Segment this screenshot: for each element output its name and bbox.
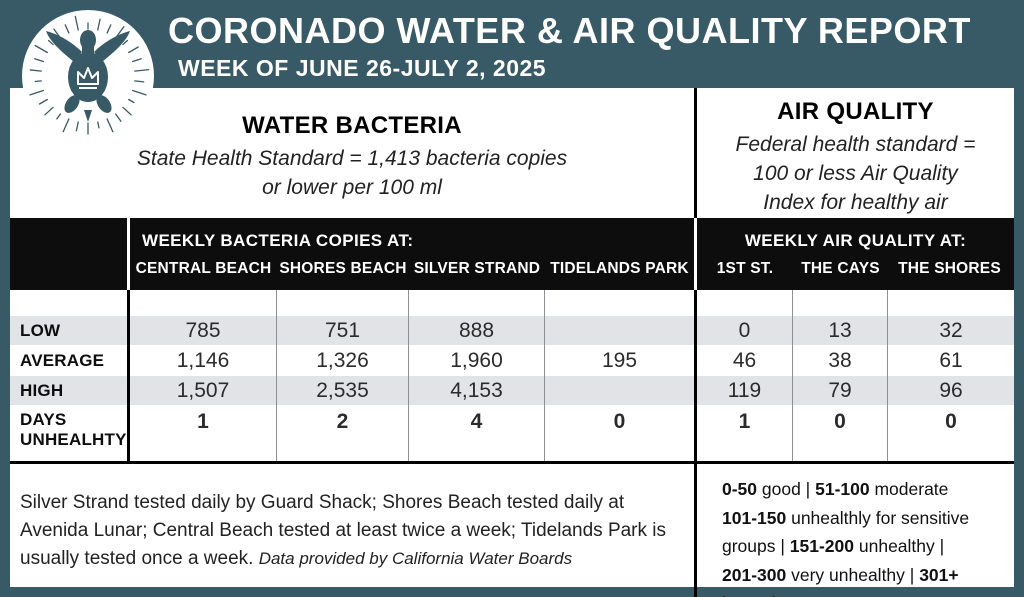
aqi-legend-segment: 51-100: [815, 479, 870, 499]
air-column-headers: 1ST ST. THE CAYS THE SHORES: [697, 260, 1014, 278]
table-cell: 4,153: [409, 376, 545, 405]
column-header: 1ST ST.: [716, 260, 774, 277]
table-cell: 751: [277, 316, 409, 345]
table-cell: 1: [697, 405, 793, 461]
turtle-crown-icon: [29, 15, 150, 135]
aqi-legend-segment: 0-50: [722, 479, 758, 499]
table-cell: 2: [277, 405, 409, 461]
water-footnote: Silver Strand tested daily by Guard Shac…: [10, 464, 697, 597]
table-header-label-spacer: [10, 218, 130, 290]
table-cell: 4: [409, 405, 545, 461]
column-header: THE CAYS: [801, 260, 880, 277]
table-cell-spacer: [409, 290, 545, 316]
water-standard-line2: or lower per 100 ml: [262, 176, 442, 199]
standards-section: WATER BACTERIA State Health Standard = 1…: [10, 88, 1014, 218]
table-cell: 195: [545, 345, 697, 376]
water-column-headers: CENTRAL BEACH SHORES BEACH SILVER STRAND TI…: [130, 260, 694, 278]
table-cell-spacer: [277, 290, 409, 316]
row-label: LOW: [10, 316, 130, 345]
table-cell: 32: [888, 316, 1014, 345]
air-standard-line1: Federal health standard =: [735, 133, 976, 156]
page-title: CORONADO WATER & AIR QUALITY REPORT: [168, 10, 971, 51]
table-cell-spacer: [697, 290, 793, 316]
table-cell: 13: [793, 316, 888, 345]
table-cell: 96: [888, 376, 1014, 405]
row-label-spacer: [10, 290, 130, 316]
table-cell: 119: [697, 376, 793, 405]
table-cell-spacer: [545, 290, 697, 316]
table-cell: 1,960: [409, 345, 545, 376]
turtle-crown-logo-icon: [22, 10, 154, 142]
table-cell: 785: [130, 316, 277, 345]
column-header: TIDELANDS PARK: [550, 260, 689, 277]
table-cell: 1: [130, 405, 277, 461]
aqi-legend-segment: 151-200: [789, 536, 855, 556]
aqi-legend-segment: good |: [757, 479, 816, 499]
table-cell: 61: [939, 348, 963, 372]
column-header: SILVER STRAND: [413, 260, 541, 277]
report-table-body: LOW 785 751 888 0 13 32 AVERAGE 1,146 1,326 1,960 1…: [10, 290, 1014, 461]
table-cell: 46: [697, 345, 793, 376]
aqi-legend-segment: 301+: [919, 564, 959, 585]
page-subtitle: WEEK OF JUNE 26-JULY 2, 2025: [178, 55, 547, 81]
air-quality-section: AIR QUALITY Federal health standard = 10…: [697, 88, 1014, 218]
water-data-source: Data provided by California Water Boards: [258, 549, 573, 568]
table-cell: 0: [697, 316, 793, 345]
water-columns-header: WEEKLY BACTERIA COPIES AT: CENTRAL BEACH…: [130, 218, 697, 290]
aqi-legend-segment: unhealthy |: [854, 536, 945, 556]
table-cell: 888: [409, 316, 545, 345]
table-cell: 0: [793, 405, 888, 461]
aqi-legend-segment: very unhealthy |: [786, 564, 920, 585]
table-cell: 1,326: [277, 345, 409, 376]
table-cell: 0: [945, 410, 957, 433]
aqi-legend-segment: moderate: [869, 479, 949, 499]
row-label: HIGH: [10, 376, 130, 405]
table-cell-spacer: [130, 290, 277, 316]
aqi-legend: 0-50 good | 51-100 moderate 101-150 unhea…: [697, 464, 1014, 597]
row-label: DAYS UNHEALHTY: [10, 405, 130, 461]
water-bacteria-title: WATER BACTERIA: [242, 112, 462, 139]
aqi-legend-segment: groups |: [722, 536, 790, 556]
table-header-band: WEEKLY BACTERIA COPIES AT: CENTRAL BEACH…: [10, 218, 1014, 290]
air-columns-header: WEEKLY AIR QUALITY AT: 1ST ST. THE CAYS TH…: [697, 218, 1014, 290]
table-cell: 2,535: [277, 376, 409, 405]
air-standard-line3: Index for healthy air: [763, 191, 948, 214]
water-table-heading: WEEKLY BACTERIA COPIES AT:: [142, 231, 414, 250]
table-cell: 0: [545, 405, 697, 461]
air-quality-title: AIR QUALITY: [777, 98, 934, 125]
report-body: WATER BACTERIA State Health Standard = 1…: [10, 88, 1014, 597]
table-cell: [545, 376, 697, 405]
footer-section: Silver Strand tested daily by Guard Shac…: [10, 461, 1014, 597]
aqi-legend-segment: unhealthly for sensitive: [786, 507, 970, 528]
water-note-text: Silver Strand tested daily by Guard Shac…: [20, 492, 667, 569]
table-cell: 1,507: [130, 376, 277, 405]
water-standard-line1: State Health Standard = 1,413 bacteria c…: [136, 147, 568, 170]
aqi-legend-segment: hazardous.: [722, 593, 813, 597]
header-band: CORONADO WATER & AIR QUALITY REPORT WEEK…: [0, 0, 1024, 142]
table-cell-spacer: [793, 290, 888, 316]
row-label: AVERAGE: [10, 345, 130, 376]
table-cell: 38: [793, 345, 888, 376]
column-header: THE SHORES: [898, 260, 1001, 277]
air-table-heading: WEEKLY AIR QUALITY AT:: [744, 231, 967, 250]
title-block: CORONADO WATER & AIR QUALITY REPORT WEEK…: [168, 10, 1012, 82]
table-cell-spacer: [888, 290, 1014, 316]
aqi-legend-segment: 201-300: [722, 564, 787, 585]
water-standard-text: State Health Standard = 1,413 bacteria c…: [10, 144, 694, 202]
air-standard-line2: 100 or less Air Quality: [753, 162, 958, 185]
table-cell: [545, 316, 697, 345]
column-header: SHORES BEACH: [279, 260, 407, 277]
table-cell: 1,146: [130, 345, 277, 376]
table-cell: 79: [793, 376, 888, 405]
water-bacteria-section: WATER BACTERIA State Health Standard = 1…: [10, 88, 697, 218]
aqi-legend-segment: 101-150: [722, 507, 787, 528]
aqi-legend-segment: Data provided by Purple Air: [722, 595, 990, 597]
air-standard-text: Federal health standard = 100 or less Ai…: [697, 130, 1014, 217]
column-header: CENTRAL BEACH: [135, 260, 272, 277]
